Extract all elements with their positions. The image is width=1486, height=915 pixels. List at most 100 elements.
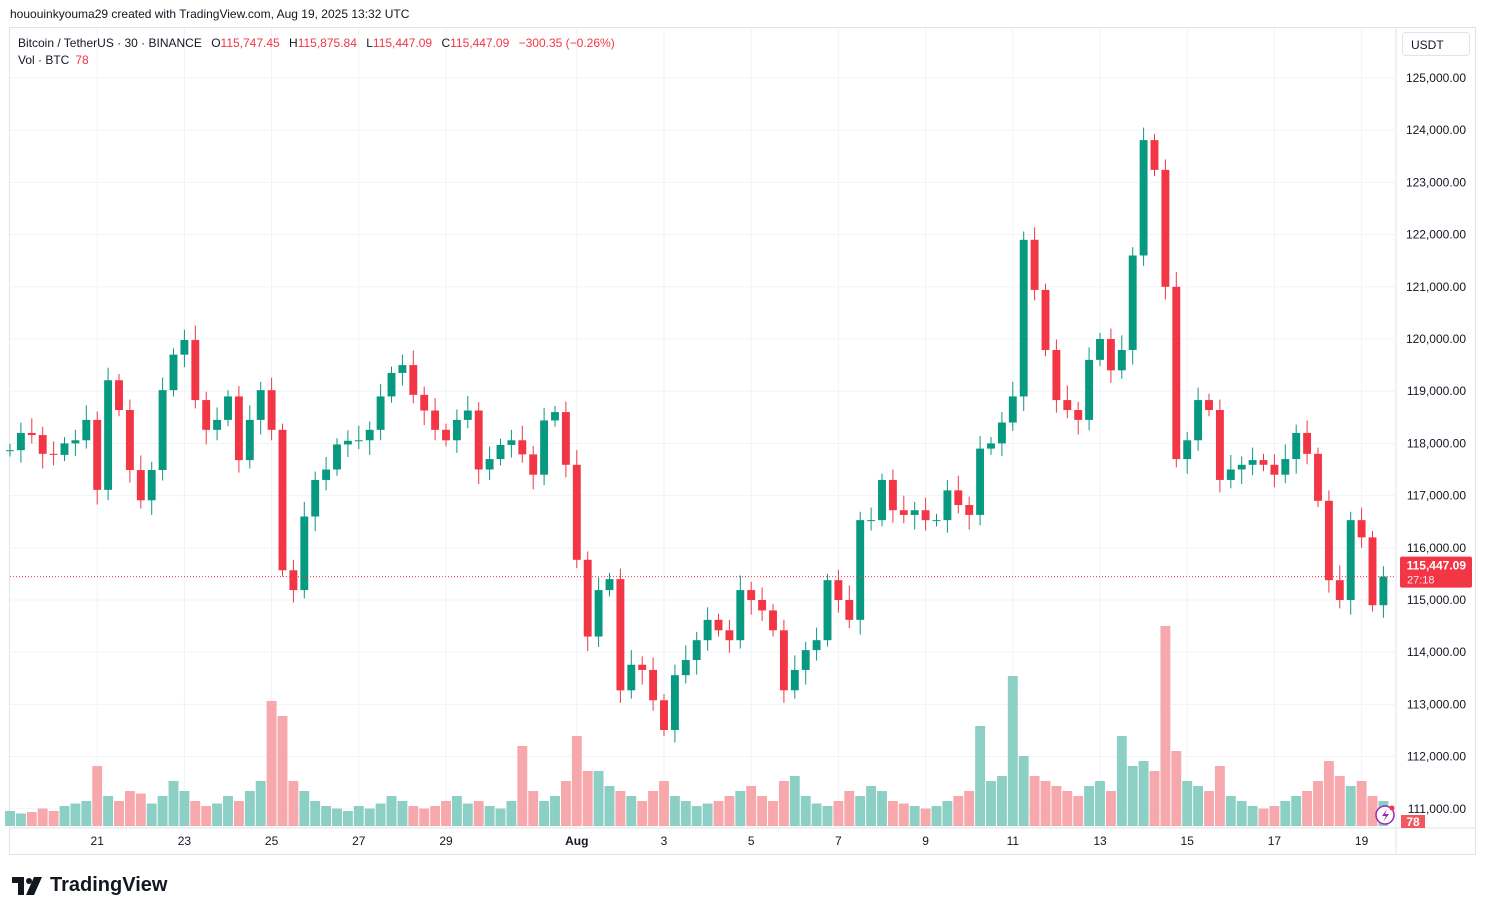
candle-body xyxy=(115,380,123,410)
volume-bar xyxy=(1073,796,1084,826)
candle-body xyxy=(714,619,723,631)
candle-body xyxy=(845,600,854,620)
volume-bar xyxy=(713,801,724,826)
volume-bar xyxy=(833,801,844,826)
x-tick-label: 13 xyxy=(1093,834,1107,848)
candle-body xyxy=(561,412,570,465)
volume-bar xyxy=(604,786,615,826)
candle-body xyxy=(104,380,113,490)
candle-body xyxy=(1303,432,1312,454)
volume-bar xyxy=(244,791,255,826)
x-tick-label: 21 xyxy=(91,834,105,848)
volume-bar xyxy=(789,776,800,826)
x-tick-label: 9 xyxy=(922,834,929,848)
volume-bar xyxy=(724,796,735,826)
y-tick-label: 112,000.00 xyxy=(1407,750,1466,764)
volume-bar xyxy=(462,803,473,826)
candle-body xyxy=(1281,459,1290,475)
tradingview-logo[interactable]: TradingView xyxy=(12,874,167,897)
volume-bar xyxy=(680,801,691,826)
low-value: 115,447.09 xyxy=(372,36,433,50)
volume-bar xyxy=(909,806,920,826)
y-tick-label: 113,000.00 xyxy=(1407,697,1466,711)
last-price-badge xyxy=(1400,556,1472,588)
volume-bar xyxy=(310,801,321,826)
volume-bar xyxy=(691,806,702,826)
volume-bar xyxy=(920,808,931,826)
volume-legend-label[interactable]: Vol · BTC xyxy=(18,53,70,67)
candle-body xyxy=(1183,440,1192,460)
y-tick-label: 118,000.00 xyxy=(1407,436,1466,450)
open-label: O xyxy=(211,36,221,50)
volume-bar xyxy=(386,796,397,826)
candle-body xyxy=(812,640,821,651)
candle-body xyxy=(6,450,14,452)
volume-bar xyxy=(975,726,986,826)
volume-bar xyxy=(931,806,942,826)
candle-body xyxy=(888,479,897,511)
candle-body xyxy=(202,400,211,430)
volume-bar xyxy=(757,796,768,826)
candle-body xyxy=(322,469,331,480)
volume-bar xyxy=(855,796,866,826)
candle-body xyxy=(311,479,320,517)
symbol-name[interactable]: Bitcoin / TetherUS · 30 · BINANCE xyxy=(18,36,202,50)
volume-bar xyxy=(648,791,659,826)
volume-bar xyxy=(659,781,669,826)
volume-bar xyxy=(887,801,898,826)
x-tick-label: 5 xyxy=(748,834,755,848)
candle-body xyxy=(333,444,341,470)
candle-body xyxy=(1379,576,1388,606)
candle-body xyxy=(1117,349,1126,371)
volume-bar xyxy=(822,806,833,826)
volume-bar xyxy=(375,803,386,826)
volume-bar xyxy=(506,801,517,826)
candle-body xyxy=(790,669,799,691)
volume-bar xyxy=(1323,761,1334,826)
candle-body xyxy=(856,520,865,620)
volume-badge-label: 78 xyxy=(1406,815,1420,829)
candle-body xyxy=(1041,289,1050,350)
y-tick-label: 120,000.00 xyxy=(1406,332,1466,346)
last-price-label: 115,447.09 xyxy=(1407,559,1467,573)
candle-body xyxy=(943,490,952,521)
candle-body xyxy=(1324,500,1333,581)
volume-bar xyxy=(473,801,484,826)
y-tick-label: 117,000.00 xyxy=(1407,489,1466,503)
volume-bar xyxy=(942,801,953,826)
candle-body xyxy=(747,590,756,600)
change-value: −300.35 (−0.26%) xyxy=(518,36,615,50)
candle-body xyxy=(976,448,985,515)
candle-body xyxy=(1205,400,1213,410)
candle-body xyxy=(420,394,429,411)
candle-body xyxy=(387,372,396,397)
candle-body xyxy=(507,440,516,445)
candle-body xyxy=(158,390,167,471)
candle-body xyxy=(180,340,189,355)
candle-body xyxy=(1226,469,1235,480)
candle-body xyxy=(267,390,276,430)
x-tick-label: 3 xyxy=(661,834,668,848)
volume-bar xyxy=(1149,771,1160,826)
volume-bar xyxy=(484,806,495,826)
candle-body xyxy=(289,570,298,591)
volume-legend-value: 78 xyxy=(75,53,89,67)
volume-bar xyxy=(1214,766,1225,826)
candle-body xyxy=(442,429,450,441)
candle-body xyxy=(681,660,690,676)
candle-body xyxy=(867,520,876,522)
volume-bar xyxy=(1356,781,1367,826)
volume-bar xyxy=(179,791,190,826)
currency-button[interactable]: USDT xyxy=(1402,32,1470,56)
volume-bar xyxy=(441,801,451,826)
candle-body xyxy=(1368,537,1377,606)
y-tick-label: 119,000.00 xyxy=(1407,384,1466,398)
y-tick-label: 122,000.00 xyxy=(1406,228,1466,242)
candle-body xyxy=(365,429,374,441)
volume-bar xyxy=(157,796,168,826)
volume-bar xyxy=(1225,796,1236,826)
candle-body xyxy=(670,675,679,730)
volume-bar xyxy=(1018,756,1029,826)
candle-body xyxy=(769,610,777,631)
